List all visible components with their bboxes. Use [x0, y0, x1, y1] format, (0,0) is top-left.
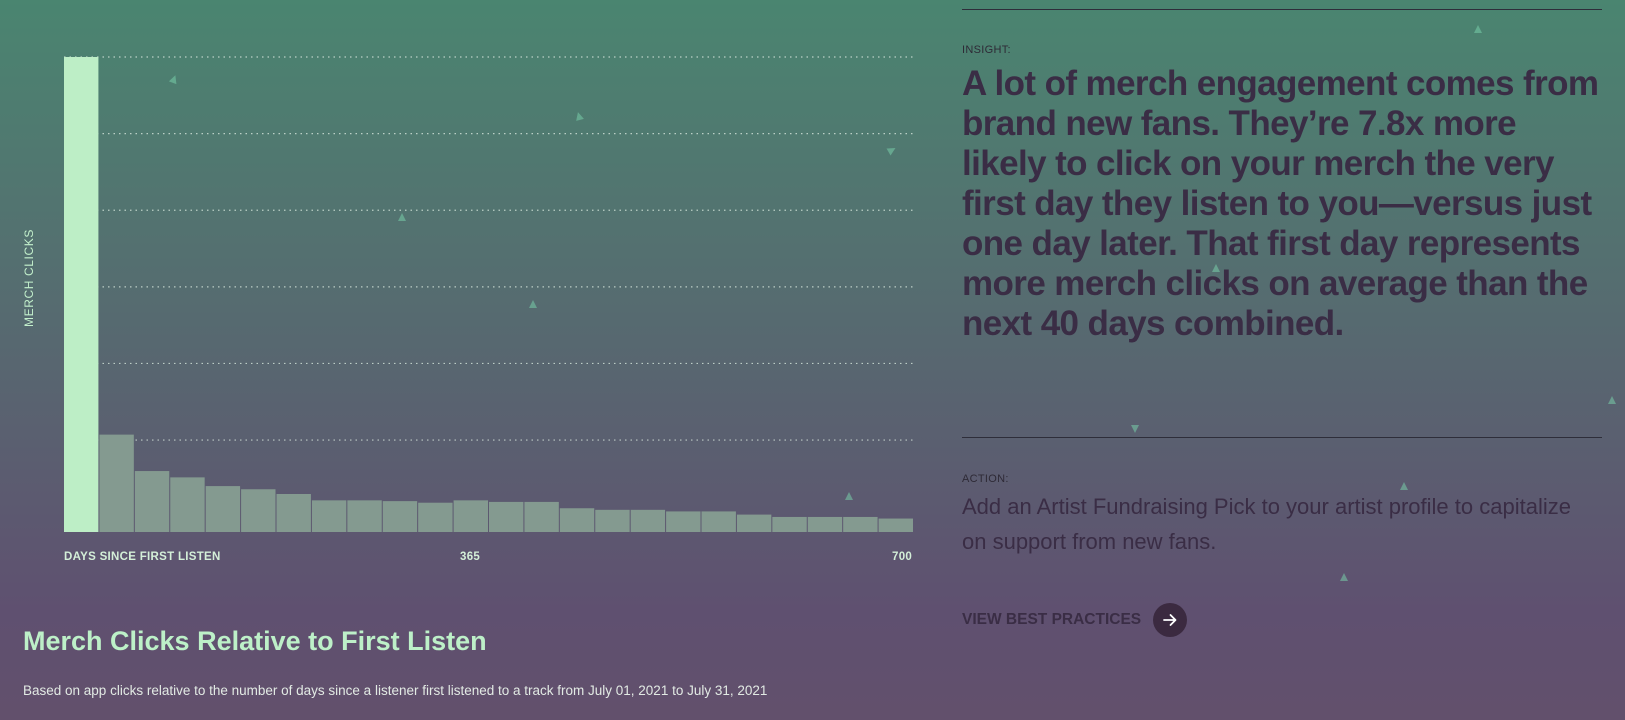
bar [772, 516, 807, 532]
bar [453, 500, 488, 532]
view-best-practices-label: VIEW BEST PRACTICES [962, 611, 1142, 628]
bar [878, 518, 913, 532]
bar [418, 502, 453, 532]
insight-text: A lot of merch engagement comes from bra… [962, 64, 1599, 343]
bar [524, 501, 559, 532]
bar [382, 501, 418, 532]
bar [489, 501, 524, 532]
bar [595, 509, 630, 532]
x-tick-label: 365 [460, 551, 481, 563]
y-axis-label: MERCH CLICKS [22, 229, 36, 327]
bar [99, 434, 134, 532]
bar [666, 511, 701, 532]
bar [311, 500, 347, 532]
decorative-speck [845, 492, 853, 500]
decorative-speck [1608, 396, 1616, 404]
merch-clicks-chart: MERCH CLICKS DAYS SINCE FIRST LISTEN 365… [22, 56, 914, 698]
decorative-speck [1340, 573, 1348, 581]
middle-divider [962, 437, 1602, 438]
bar [64, 57, 99, 532]
top-divider [962, 9, 1602, 10]
chart-title: Merch Clicks Relative to First Listen [23, 626, 487, 656]
arrow-right-icon [1153, 603, 1188, 637]
decorative-speck [1400, 482, 1408, 490]
bar [807, 516, 843, 532]
bar [630, 509, 666, 532]
bar [276, 494, 311, 532]
decorative-speck [398, 213, 406, 221]
bar [241, 489, 276, 532]
action-label: ACTION: [962, 473, 1009, 485]
x-axis-label: DAYS SINCE FIRST LISTEN [64, 551, 221, 563]
bar [205, 486, 241, 532]
action-text: Add an Artist Fundraising Pick to your a… [962, 494, 1571, 554]
decorative-speck [1131, 425, 1139, 433]
bar [736, 514, 772, 532]
bar [843, 516, 878, 532]
decorative-speck [529, 300, 537, 308]
bar [701, 511, 736, 532]
bar [170, 477, 205, 532]
bar [347, 500, 382, 532]
bar [559, 508, 595, 532]
x-tick-label: 700 [892, 551, 913, 563]
view-best-practices-button[interactable]: VIEW BEST PRACTICES [962, 603, 1188, 637]
chart-subtitle: Based on app clicks relative to the numb… [23, 683, 768, 698]
insight-label: INSIGHT: [962, 44, 1011, 56]
chart-canvas [64, 56, 914, 532]
decorative-speck [1212, 264, 1220, 272]
decorative-speck [1474, 25, 1482, 33]
bar [134, 471, 170, 532]
